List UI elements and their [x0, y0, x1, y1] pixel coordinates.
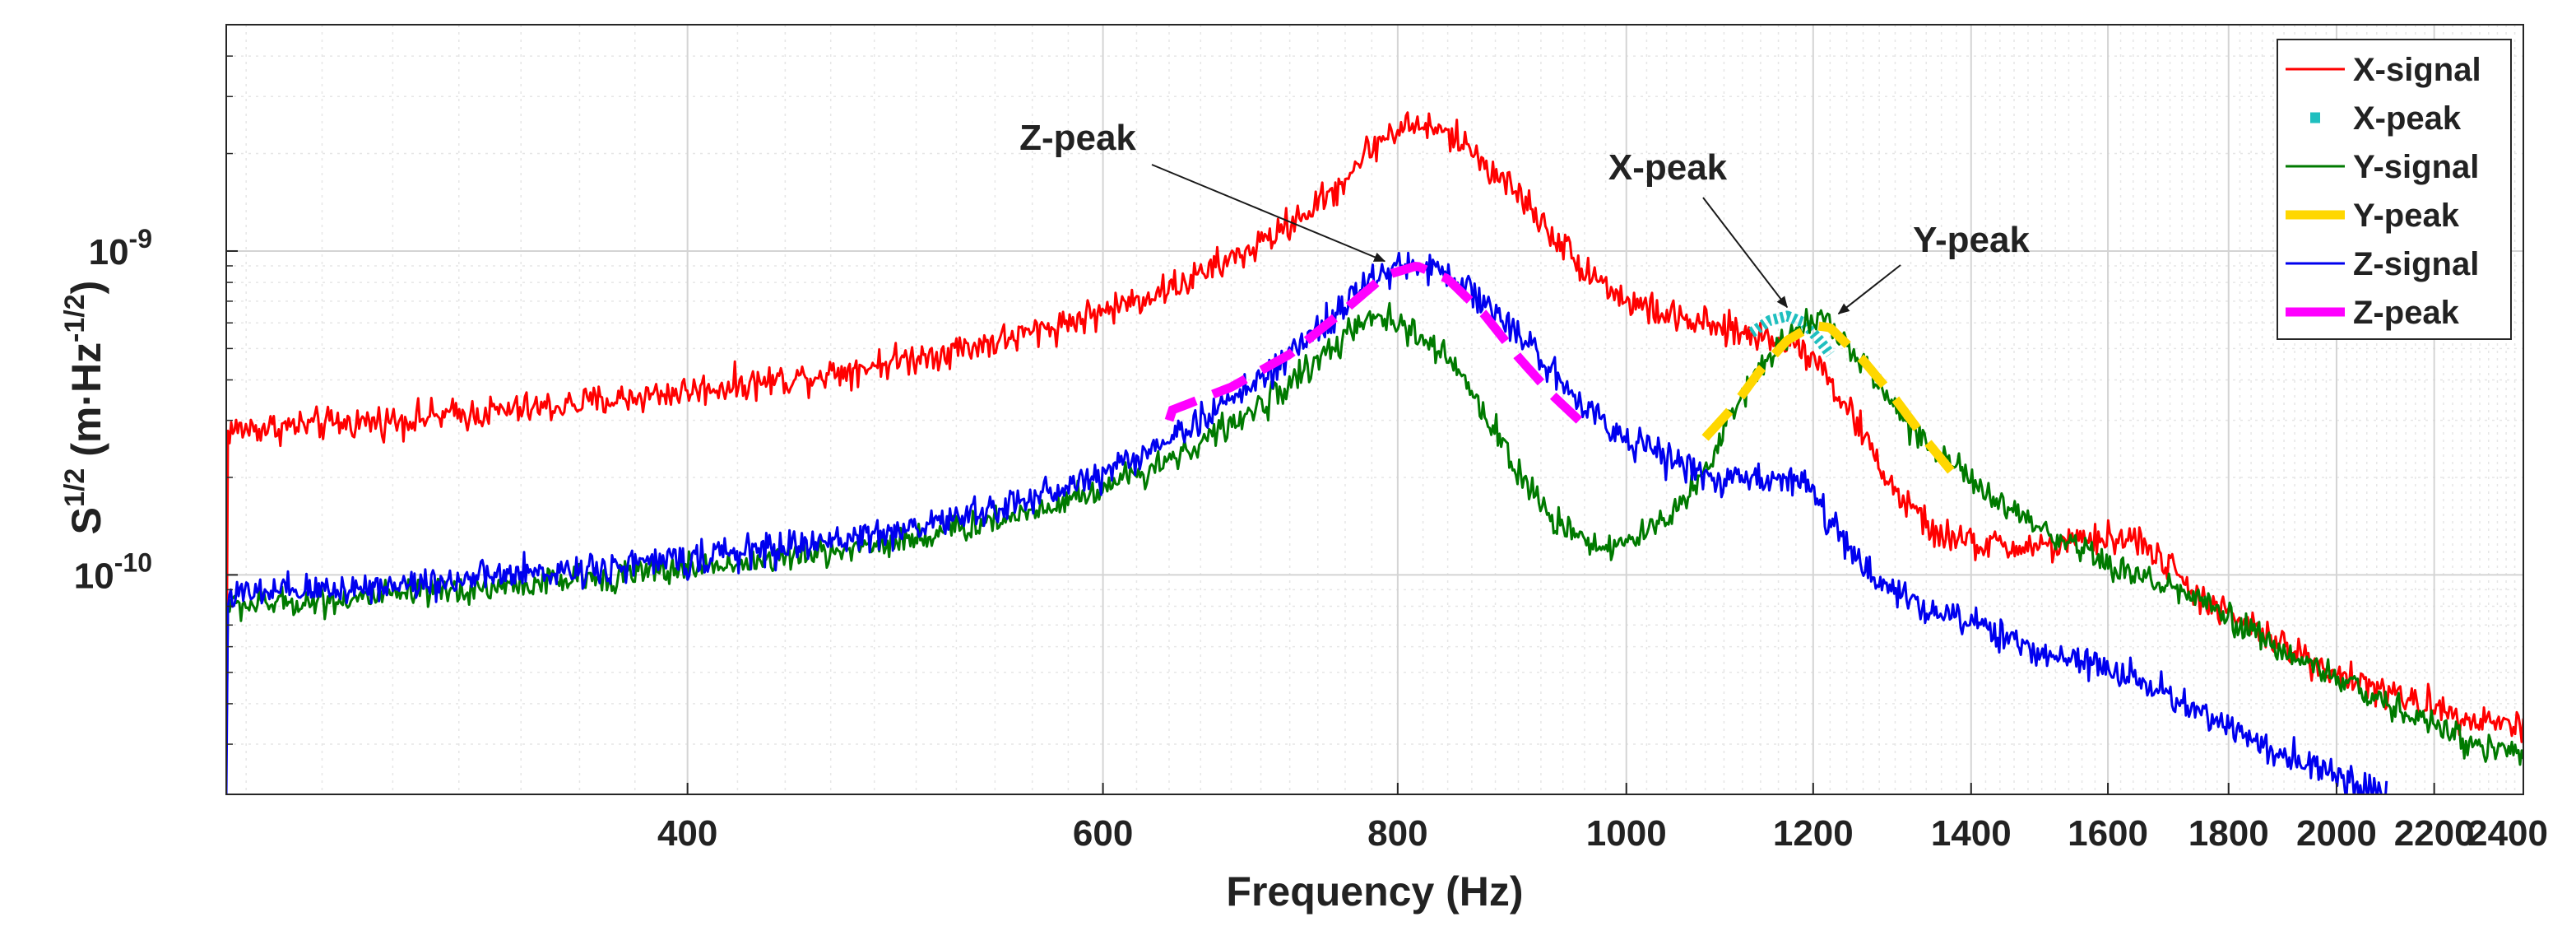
- z-peak-line: [1164, 262, 1583, 424]
- x-axis-label: Frequency (Hz): [1226, 868, 1523, 915]
- y-axis-label-base: S: [63, 507, 109, 534]
- annotation-text: Z-peak: [1019, 118, 1136, 158]
- y-tick-label: 10-10: [74, 547, 152, 596]
- y-peak-annotation: Y-peak: [1837, 220, 2030, 315]
- y-axis-label-units-post: ): [63, 281, 109, 295]
- y-axis-label-units-pre: (m·Hz: [63, 342, 109, 468]
- annotation-arrow: [1151, 164, 1386, 263]
- x-peak-annotation: X-peak: [1608, 147, 1789, 309]
- x-signal-line: [226, 111, 2523, 743]
- svg-text:S1/2 (m·Hz-1/2): S1/2 (m·Hz-1/2): [59, 281, 109, 535]
- series-group: [226, 111, 2523, 794]
- annotation-text: Y-peak: [1913, 220, 2030, 260]
- x-signal-series: [226, 111, 2523, 743]
- x-tick-label: 1200: [1773, 813, 1854, 854]
- x-tick-label: 2000: [2296, 813, 2377, 854]
- x-tick-label: 600: [1073, 813, 1133, 854]
- y-axis-label-sup: 1/2: [59, 468, 91, 507]
- x-tick-label: 1000: [1586, 813, 1667, 854]
- y-axis-label-units-sup: -1/2: [59, 294, 91, 342]
- annotations: Z-peak X-peak Y-peak: [1019, 118, 2030, 315]
- legend-entry-y-peak: Y-peak: [2286, 198, 2460, 234]
- y-peak-series: [1701, 320, 1961, 481]
- annotation-arrow: [1837, 264, 1901, 315]
- z-signal-line: [226, 251, 2388, 794]
- x-tick-label: 400: [657, 813, 717, 854]
- legend-entry-z-peak: Z-peak: [2286, 295, 2460, 331]
- x-tick-label: 800: [1367, 813, 1427, 854]
- z-peak-series: [1164, 262, 1583, 424]
- y-axis-label: S1/2 (m·Hz-1/2): [59, 281, 109, 535]
- z-peak-annotation: Z-peak: [1019, 118, 1386, 263]
- legend-entry-z-signal: Z-signal: [2286, 246, 2479, 282]
- z-signal-series: [226, 251, 2388, 794]
- x-peak-line: [1748, 310, 1835, 358]
- plot-frame: [225, 24, 2524, 795]
- x-peak-series: [1748, 310, 1835, 358]
- x-tick-label: 1600: [2068, 813, 2148, 854]
- legend-label: Y-peak: [2353, 198, 2460, 234]
- legend: X-signal X-peak Y-signal Y-peak Z-signal Z-pe…: [2277, 39, 2512, 340]
- legend-label: Y-signal: [2353, 149, 2479, 185]
- y-tick-label: 10-9: [89, 224, 152, 272]
- x-tick-label: 1800: [2188, 813, 2269, 854]
- legend-entry-x-signal: X-signal: [2286, 52, 2481, 88]
- annotation-text: X-peak: [1608, 147, 1728, 188]
- annotation-arrow: [1702, 197, 1789, 309]
- legend-label: X-peak: [2353, 100, 2462, 137]
- legend-box: [2277, 39, 2512, 340]
- legend-label: X-signal: [2353, 52, 2481, 88]
- legend-entry-x-peak: X-peak: [2310, 100, 2462, 137]
- x-axis-label-text: Frequency (Hz): [1226, 868, 1523, 915]
- axes: 400 600 800 1000 1200 1400 1600 1800 2000 2200240…: [74, 24, 2548, 854]
- legend-label: Z-peak: [2353, 295, 2460, 331]
- legend-label: Z-signal: [2353, 246, 2479, 282]
- y-peak-line: [1701, 320, 1961, 481]
- x-tick-label: 2200: [2394, 813, 2475, 854]
- x-tick-label: 1400: [1931, 813, 2012, 854]
- legend-entry-y-signal: Y-signal: [2286, 149, 2479, 185]
- x-tick-label: 2400: [2467, 813, 2548, 854]
